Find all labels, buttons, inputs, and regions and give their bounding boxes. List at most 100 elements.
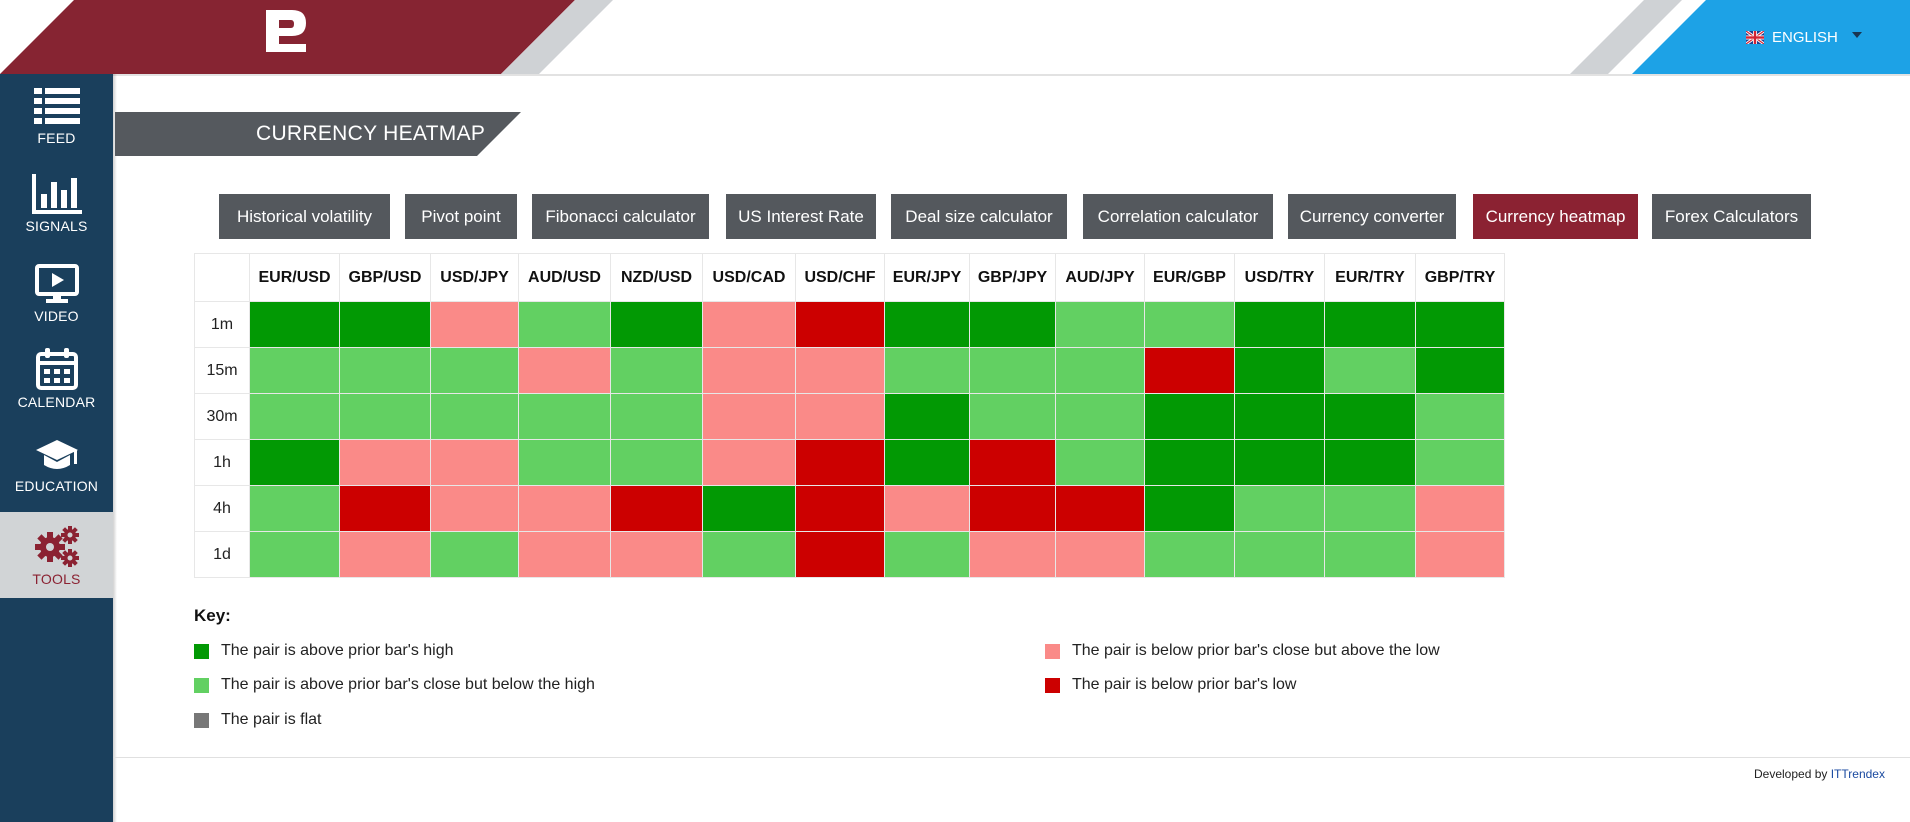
key-swatch xyxy=(194,643,209,659)
heatmap-cell xyxy=(1144,347,1235,394)
heatmap-cell xyxy=(1415,439,1505,486)
heatmap-cell xyxy=(339,393,431,440)
key-swatch xyxy=(1045,643,1060,659)
heatmap-row: 4h xyxy=(194,485,1505,532)
heatmap-corner xyxy=(194,253,250,302)
heatmap-cell xyxy=(1234,347,1325,394)
heatmap-column-header: GBP/TRY xyxy=(1415,253,1505,302)
key-text: The pair is above prior bar's close but … xyxy=(221,676,595,693)
heatmap-cell xyxy=(339,347,431,394)
heatmap-cell xyxy=(249,531,340,578)
monitor-play-icon xyxy=(34,264,79,303)
sidebar-item-signals[interactable]: SIGNALS xyxy=(0,174,113,234)
heatmap-column-header: USD/TRY xyxy=(1234,253,1325,302)
heatmap-cell xyxy=(1324,531,1416,578)
heatmap-row: 30m xyxy=(194,393,1505,440)
key-text: The pair is above prior bar's high xyxy=(221,642,454,659)
sidebar-shadow xyxy=(113,74,117,822)
heatmap-cell xyxy=(518,393,611,440)
heatmap-row: 1m xyxy=(194,301,1505,348)
tab-currency-heatmap[interactable]: Currency heatmap xyxy=(1473,194,1638,239)
heatmap-cell xyxy=(1415,301,1505,348)
language-selector[interactable]: ENGLISH xyxy=(1746,28,1838,46)
sidebar-item-label: FEED xyxy=(37,130,76,146)
heatmap-cell xyxy=(1144,393,1235,440)
heatmap-cell xyxy=(969,485,1056,532)
heatmap-cell xyxy=(969,347,1056,394)
footer-credit: Developed by ITTrendex xyxy=(1754,767,1885,781)
heatmap-cell xyxy=(1324,301,1416,348)
heatmap-cell xyxy=(1055,485,1145,532)
heatmap-cell xyxy=(795,347,885,394)
heatmap-cell xyxy=(518,347,611,394)
heatmap-column-header: EUR/GBP xyxy=(1144,253,1235,302)
heatmap-cell xyxy=(884,439,970,486)
heatmap-row-header: 1h xyxy=(194,439,250,486)
heatmap-row: 15m xyxy=(194,347,1505,394)
heatmap-cell xyxy=(1234,485,1325,532)
heatmap-cell xyxy=(1055,439,1145,486)
heatmap-cell xyxy=(884,485,970,532)
key-item-flat: The pair is flat xyxy=(194,711,321,729)
heatmap-row-header: 1d xyxy=(194,531,250,578)
heatmap-row-header: 15m xyxy=(194,347,250,394)
heatmap-column-header: USD/JPY xyxy=(430,253,519,302)
heatmap-cell xyxy=(249,393,340,440)
heatmap-row-header: 1m xyxy=(194,301,250,348)
heatmap-cell xyxy=(1144,439,1235,486)
key-text: The pair is flat xyxy=(221,711,322,728)
language-label: ENGLISH xyxy=(1772,28,1838,46)
tab-forex-calculators[interactable]: Forex Calculators xyxy=(1652,194,1811,239)
heatmap-column-header: EUR/USD xyxy=(249,253,340,302)
rf-logo-icon[interactable] xyxy=(262,6,310,56)
sidebar-item-label: TOOLS xyxy=(32,571,81,587)
tab-fibonacci-calculator[interactable]: Fibonacci calculator xyxy=(532,194,709,239)
heatmap-cell xyxy=(430,301,519,348)
heatmap-cell xyxy=(702,347,796,394)
heatmap-cell xyxy=(1055,347,1145,394)
sidebar-item-video[interactable]: VIDEO xyxy=(0,264,113,324)
sidebar-item-education[interactable]: EDUCATION xyxy=(0,438,113,494)
header-divider xyxy=(113,74,1910,76)
sidebar-item-calendar[interactable]: CALENDAR xyxy=(0,348,113,410)
heatmap-cell xyxy=(430,347,519,394)
heatmap-cell xyxy=(795,439,885,486)
heatmap-cell xyxy=(1415,347,1505,394)
tab-pivot-point[interactable]: Pivot point xyxy=(405,194,517,239)
heatmap-column-header: AUD/JPY xyxy=(1055,253,1145,302)
uk-flag-icon xyxy=(1746,30,1764,44)
heatmap-row-header: 4h xyxy=(194,485,250,532)
heatmap-cell xyxy=(430,439,519,486)
key-item-below-low: The pair is below prior bar's low xyxy=(1045,676,1296,694)
sidebar-item-label: VIDEO xyxy=(34,308,79,324)
tab-us-interest-rate[interactable]: US Interest Rate xyxy=(726,194,876,239)
heatmap-cell xyxy=(1144,301,1235,348)
heatmap-cell xyxy=(430,531,519,578)
heatmap-cell xyxy=(702,531,796,578)
chevron-down-icon[interactable] xyxy=(1852,32,1862,38)
footer-link[interactable]: ITTrendex xyxy=(1830,767,1885,781)
heatmap-column-header: USD/CHF xyxy=(795,253,885,302)
heatmap-row-header: 30m xyxy=(194,393,250,440)
heatmap-cell xyxy=(702,485,796,532)
heatmap-cell xyxy=(339,485,431,532)
heatmap-cell xyxy=(249,485,340,532)
sidebar-item-tools[interactable]: TOOLS xyxy=(0,512,113,598)
tab-historical-volatility[interactable]: Historical volatility xyxy=(219,194,390,239)
heatmap-cell xyxy=(1324,347,1416,394)
tab-currency-converter[interactable]: Currency converter xyxy=(1288,194,1456,239)
heatmap-cell xyxy=(884,301,970,348)
heatmap-cell xyxy=(518,531,611,578)
sidebar-item-label: EDUCATION xyxy=(14,478,99,494)
heatmap-cell xyxy=(884,393,970,440)
tab-deal-size-calculator[interactable]: Deal size calculator xyxy=(891,194,1067,239)
key-swatch xyxy=(1045,677,1060,693)
heatmap-cell xyxy=(969,531,1056,578)
sidebar-item-feed[interactable]: FEED xyxy=(0,86,113,146)
tab-correlation-calculator[interactable]: Correlation calculator xyxy=(1083,194,1273,239)
key-item-above-close: The pair is above prior bar's close but … xyxy=(194,676,595,694)
heatmap-cell xyxy=(795,301,885,348)
heatmap-cell xyxy=(1324,393,1416,440)
heatmap-cell xyxy=(339,439,431,486)
heatmap-cell xyxy=(1055,301,1145,348)
